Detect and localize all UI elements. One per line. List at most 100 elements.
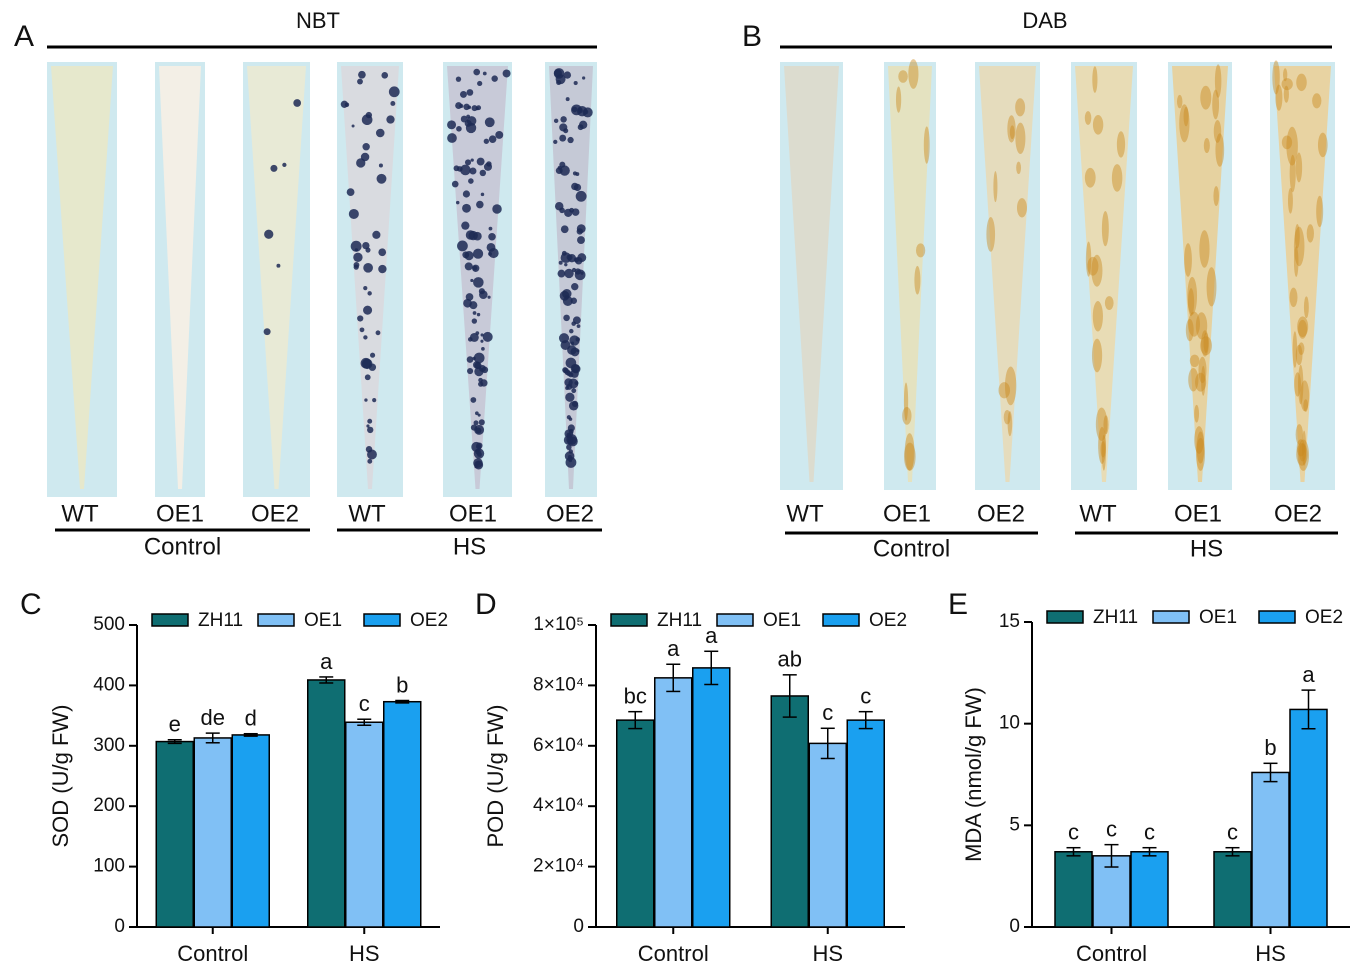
stain-spot bbox=[908, 59, 919, 89]
bar bbox=[1251, 771, 1290, 928]
legend-label: ZH11 bbox=[1093, 607, 1138, 628]
significance-letter: e bbox=[169, 712, 181, 737]
stain-spot bbox=[375, 330, 381, 336]
bar bbox=[654, 677, 693, 928]
stain-spot bbox=[386, 115, 395, 124]
stain-spot bbox=[923, 126, 930, 164]
stain-spot bbox=[575, 190, 587, 202]
stain-spot bbox=[476, 157, 485, 166]
stain-spot bbox=[447, 133, 457, 143]
stain-spot bbox=[1298, 319, 1308, 339]
stain-spot bbox=[1283, 68, 1288, 82]
stain-spot bbox=[263, 328, 271, 336]
stain-spot bbox=[1104, 296, 1114, 310]
stain-spot bbox=[567, 136, 574, 144]
stain-spot bbox=[1184, 243, 1192, 277]
stain-spot bbox=[1007, 411, 1013, 437]
stain-spot bbox=[366, 424, 370, 428]
stain-spot bbox=[1296, 439, 1306, 457]
stain-spot bbox=[1289, 154, 1296, 193]
sample-label: OE1 bbox=[1174, 500, 1222, 527]
stain-spot bbox=[568, 401, 579, 411]
stain-spot bbox=[381, 72, 389, 79]
stain-spot bbox=[565, 97, 570, 102]
significance-letter: b bbox=[396, 672, 408, 697]
stain-spot bbox=[372, 230, 381, 239]
group-label: HS bbox=[1190, 535, 1223, 562]
stain-spot bbox=[479, 290, 488, 299]
y-tick-label: 300 bbox=[93, 735, 125, 756]
stain-spot bbox=[487, 295, 491, 299]
stain-spot bbox=[468, 230, 478, 241]
stain-spot bbox=[358, 70, 366, 79]
stain-spot bbox=[1212, 89, 1220, 120]
stain-spot bbox=[1100, 441, 1106, 458]
significance-letter: c bbox=[1106, 816, 1117, 841]
stain-spot bbox=[466, 367, 474, 375]
stain-spot bbox=[466, 89, 474, 96]
stain-spot bbox=[1289, 287, 1298, 308]
legend-label: OE1 bbox=[763, 610, 801, 631]
legend-swatch bbox=[716, 613, 754, 627]
stain-spot bbox=[488, 251, 492, 256]
y-axis-label: MDA (nmol/g FW) bbox=[961, 687, 986, 862]
bar bbox=[692, 667, 731, 928]
stain-spot bbox=[482, 71, 487, 76]
stain-spot bbox=[1294, 372, 1301, 397]
stain-spot bbox=[474, 464, 478, 469]
stain-spot bbox=[564, 429, 574, 439]
stain-spot bbox=[998, 382, 1011, 399]
stain-spot bbox=[576, 324, 581, 329]
stain-spot bbox=[491, 75, 498, 82]
stain-spot bbox=[479, 169, 487, 177]
legend-swatch bbox=[363, 613, 401, 627]
x-tick-label: HS bbox=[349, 941, 380, 966]
stain-spot bbox=[1201, 330, 1209, 357]
y-tick-label: 15 bbox=[999, 611, 1020, 632]
stain-spot bbox=[375, 128, 385, 138]
stain-spot bbox=[1194, 404, 1200, 423]
panel-label: C bbox=[20, 588, 42, 621]
stain-spot bbox=[1283, 85, 1289, 103]
leaf bbox=[159, 66, 201, 489]
legend-label: ZH11 bbox=[657, 610, 702, 631]
stain-spot bbox=[558, 333, 570, 344]
stain-spot bbox=[1296, 73, 1307, 92]
stain-spot bbox=[1298, 364, 1304, 405]
stain-spot bbox=[1016, 161, 1022, 175]
stain-spot bbox=[555, 167, 563, 175]
legend-swatch bbox=[610, 613, 648, 627]
stain-spot bbox=[367, 418, 373, 424]
stain-spot bbox=[480, 339, 484, 343]
stain-spot bbox=[467, 105, 472, 110]
stain-spot bbox=[1299, 443, 1307, 462]
sample-label: OE2 bbox=[977, 500, 1025, 527]
x-tick-label: Control bbox=[1076, 941, 1147, 966]
stain-spot bbox=[1101, 211, 1109, 247]
x-tick-label: Control bbox=[177, 941, 248, 966]
bar bbox=[1289, 708, 1328, 928]
stain-spot bbox=[1084, 167, 1096, 188]
stain-spot bbox=[473, 277, 484, 288]
stain-spot bbox=[469, 167, 477, 175]
bar bbox=[1054, 851, 1093, 928]
y-tick-label: 500 bbox=[93, 614, 125, 635]
stain-spot bbox=[1095, 407, 1108, 441]
stain-spot bbox=[488, 226, 493, 231]
stain-spot bbox=[1111, 164, 1123, 192]
stain-spot bbox=[471, 318, 478, 324]
legend-label: OE2 bbox=[410, 610, 448, 631]
stain-spot bbox=[475, 106, 479, 111]
stain-spot bbox=[1281, 135, 1293, 150]
stain-spot bbox=[915, 243, 926, 258]
stain-spot bbox=[465, 293, 474, 301]
stain-spot bbox=[993, 171, 998, 203]
stain-spot bbox=[488, 232, 496, 241]
stain-spot bbox=[473, 352, 485, 364]
panel-label: A bbox=[14, 20, 34, 53]
stain-spot bbox=[558, 260, 563, 265]
stain-spot bbox=[1297, 439, 1310, 471]
stain-spot bbox=[1195, 372, 1207, 392]
x-tick-label: HS bbox=[1255, 941, 1286, 966]
y-tick-label: 0 bbox=[573, 916, 584, 937]
